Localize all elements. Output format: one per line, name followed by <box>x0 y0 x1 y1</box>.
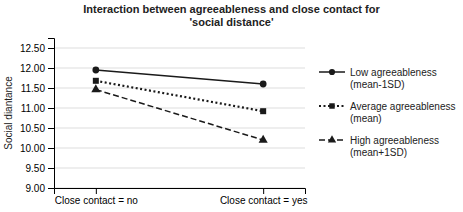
y-tick-label: 10.50 <box>20 123 45 134</box>
x-tick-mark <box>263 188 264 194</box>
legend-marker <box>329 69 335 75</box>
y-tick-mark <box>48 88 54 89</box>
point <box>259 135 268 143</box>
legend-label-line: (mean+1SD) <box>350 147 407 158</box>
x-tick: Close contact = no <box>55 188 139 206</box>
grid-line <box>54 128 305 129</box>
y-tick: 12.50 <box>20 43 54 54</box>
legend-entry: Low agreeableness(mean-1SD) <box>319 67 437 90</box>
point <box>92 67 99 74</box>
title-line: 'social distance' <box>189 16 273 28</box>
x-axis: Close contact = no Close contact = yes <box>55 188 308 206</box>
y-tick-mark <box>48 48 54 49</box>
y-tick-mark <box>48 188 54 189</box>
y-tick-label: 9.00 <box>26 183 46 194</box>
y-tick-mark <box>48 108 54 109</box>
plot: 9.00 9.50 10.00 10.50 11.00 11.50 12.00 12.50 Cl… <box>3 39 307 207</box>
series-line <box>96 70 263 84</box>
x-tick: Close contact = yes <box>220 188 308 206</box>
y-tick-mark <box>48 128 54 129</box>
x-tick-label: Close contact = no <box>55 195 139 206</box>
y-tick-mark <box>48 68 54 69</box>
y-tick: 11.00 <box>21 103 54 114</box>
point <box>91 84 100 92</box>
y-tick: 10.50 <box>20 123 54 134</box>
legend: Low agreeableness(mean-1SD) Average agree… <box>319 67 455 158</box>
title-line: Interaction between agreeableness and cl… <box>83 3 380 15</box>
legend-entry: Average agreeableness(mean) <box>319 101 455 124</box>
series-line <box>96 90 263 140</box>
grid-line <box>54 108 305 109</box>
series <box>91 84 267 142</box>
y-tick-label: 11.00 <box>21 103 46 114</box>
y-tick: 11.50 <box>21 83 54 94</box>
legend-entry: High agreeableness(mean+1SD) <box>319 135 439 158</box>
y-tick: 9.00 <box>26 183 54 194</box>
legend-label: High agreeableness(mean+1SD) <box>350 135 439 158</box>
grid-line <box>54 48 305 49</box>
grid-line <box>54 88 305 89</box>
x-axis-line <box>55 189 306 195</box>
y-tick-label: 10.00 <box>20 143 45 154</box>
y-tick: 12.00 <box>20 63 54 74</box>
y-tick: 9.50 <box>26 163 54 174</box>
point <box>93 78 99 84</box>
legend-label-line: (mean) <box>350 113 382 124</box>
x-tick-label: Close contact = yes <box>220 195 308 206</box>
title: Interaction between agreeableness and cl… <box>83 3 380 28</box>
legend-marker <box>329 103 334 108</box>
grid-line <box>54 168 305 169</box>
x-tick-mark <box>96 188 97 194</box>
legend-label: Low agreeableness(mean-1SD) <box>350 67 437 90</box>
legend-label-line: Average agreeableness <box>350 101 455 112</box>
grid-line <box>54 148 305 149</box>
y-tick-label: 12.00 <box>20 63 45 74</box>
y-tick-mark <box>48 148 54 149</box>
y-axis-line <box>48 39 55 189</box>
legend-marker <box>328 135 336 142</box>
series-line <box>96 81 263 111</box>
y-tick-label: 9.50 <box>26 163 46 174</box>
y-axis: 9.00 9.50 10.00 10.50 11.00 11.50 12.00 12.50 <box>20 39 55 194</box>
marks <box>91 67 267 143</box>
point <box>260 108 266 114</box>
y-tick-mark <box>48 168 54 169</box>
y-tick-label: 12.50 <box>20 43 45 54</box>
y-axis-title: Social diantance <box>3 76 14 150</box>
y-tick: 10.00 <box>20 143 54 154</box>
chart: Interaction between agreeableness and cl… <box>0 0 463 212</box>
grid <box>54 48 305 188</box>
legend-label-line: Low agreeableness <box>350 67 437 78</box>
grid-line <box>54 68 305 69</box>
legend-label-line: (mean-1SD) <box>350 79 404 90</box>
legend-label: Average agreeableness(mean) <box>350 101 455 124</box>
y-tick-label: 11.50 <box>21 83 46 94</box>
point <box>260 81 267 88</box>
legend-label-line: High agreeableness <box>350 135 439 146</box>
